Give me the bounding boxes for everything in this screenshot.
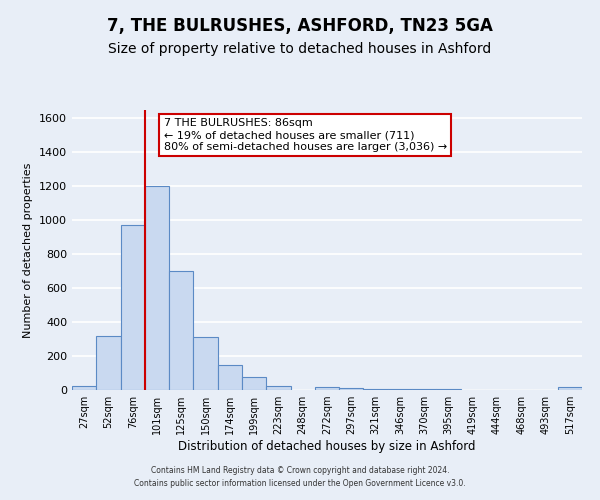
Bar — [169, 271, 193, 390]
Bar — [242, 378, 266, 390]
X-axis label: Distribution of detached houses by size in Ashford: Distribution of detached houses by size … — [178, 440, 476, 453]
Bar — [266, 386, 290, 390]
Bar — [558, 388, 582, 390]
Bar — [96, 336, 121, 390]
Bar — [315, 386, 339, 390]
Bar — [388, 389, 412, 390]
Bar — [121, 226, 145, 390]
Bar — [436, 389, 461, 390]
Bar — [364, 389, 388, 390]
Bar — [145, 186, 169, 390]
Bar — [193, 338, 218, 390]
Text: Size of property relative to detached houses in Ashford: Size of property relative to detached ho… — [109, 42, 491, 56]
Text: Contains HM Land Registry data © Crown copyright and database right 2024.
Contai: Contains HM Land Registry data © Crown c… — [134, 466, 466, 487]
Bar — [218, 364, 242, 390]
Bar — [72, 386, 96, 390]
Y-axis label: Number of detached properties: Number of detached properties — [23, 162, 34, 338]
Text: 7, THE BULRUSHES, ASHFORD, TN23 5GA: 7, THE BULRUSHES, ASHFORD, TN23 5GA — [107, 18, 493, 36]
Text: 7 THE BULRUSHES: 86sqm
← 19% of detached houses are smaller (711)
80% of semi-de: 7 THE BULRUSHES: 86sqm ← 19% of detached… — [164, 118, 447, 152]
Bar — [412, 389, 436, 390]
Bar — [339, 388, 364, 390]
